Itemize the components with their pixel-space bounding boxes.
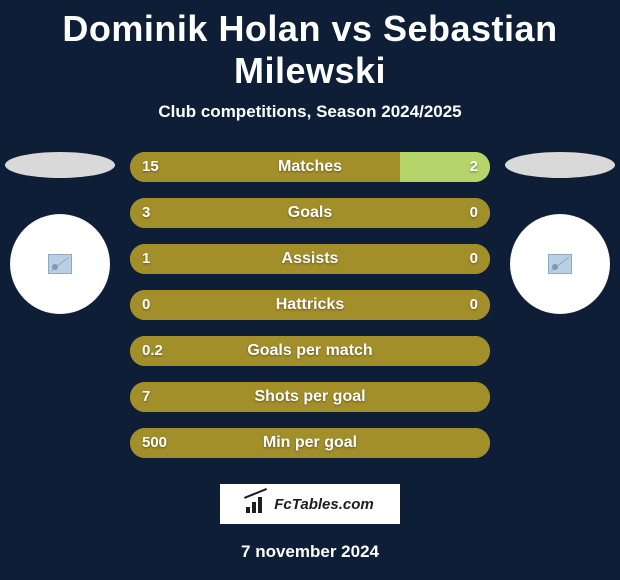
stat-label: Goals per match xyxy=(130,336,490,366)
subtitle: Club competitions, Season 2024/2025 xyxy=(0,102,620,122)
stat-bar-row: 0.2Goals per match xyxy=(130,336,490,366)
stat-bar-row: 10Assists xyxy=(130,244,490,274)
brand-badge: FcTables.com xyxy=(220,484,400,524)
image-placeholder-icon xyxy=(48,254,72,274)
player-avatar xyxy=(510,214,610,314)
player-left xyxy=(5,152,115,314)
brand-chart-icon xyxy=(246,495,268,513)
player-avatar xyxy=(10,214,110,314)
stat-bar-row: 00Hattricks xyxy=(130,290,490,320)
comparison-area: 152Matches 30Goals 10Assists 00Hattricks 0.2… xyxy=(0,152,620,462)
brand-text: FcTables.com xyxy=(274,496,373,513)
stat-bar-row: 30Goals xyxy=(130,198,490,228)
page-title: Dominik Holan vs Sebastian Milewski xyxy=(0,0,620,92)
stat-bar-row: 152Matches xyxy=(130,152,490,182)
player-right xyxy=(505,152,615,314)
date-label: 7 november 2024 xyxy=(0,542,620,562)
stat-label: Hattricks xyxy=(130,290,490,320)
stat-bar-row: 500Min per goal xyxy=(130,428,490,458)
stat-bar-row: 7Shots per goal xyxy=(130,382,490,412)
stat-label: Goals xyxy=(130,198,490,228)
image-placeholder-icon xyxy=(548,254,572,274)
stat-label: Assists xyxy=(130,244,490,274)
stat-label: Matches xyxy=(130,152,490,182)
player-shadow xyxy=(505,152,615,178)
stat-label: Shots per goal xyxy=(130,382,490,412)
stat-label: Min per goal xyxy=(130,428,490,458)
player-shadow xyxy=(5,152,115,178)
stat-bars: 152Matches 30Goals 10Assists 00Hattricks 0.2… xyxy=(130,152,490,474)
